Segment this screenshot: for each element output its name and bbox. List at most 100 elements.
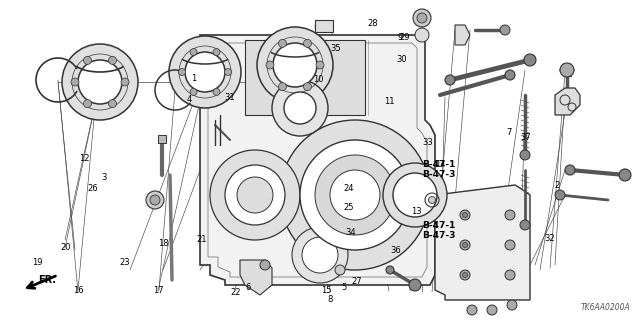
Circle shape	[213, 88, 220, 95]
Circle shape	[213, 49, 220, 56]
Circle shape	[257, 27, 333, 103]
Circle shape	[565, 165, 575, 175]
Circle shape	[62, 44, 138, 120]
Circle shape	[303, 83, 312, 91]
Circle shape	[507, 300, 517, 310]
Circle shape	[429, 196, 435, 204]
Text: 22: 22	[230, 288, 241, 297]
Circle shape	[78, 60, 122, 104]
Circle shape	[505, 70, 515, 80]
Text: 30: 30	[397, 55, 407, 64]
Circle shape	[505, 210, 515, 220]
Circle shape	[315, 155, 395, 235]
Text: 10: 10	[314, 75, 324, 84]
Text: 18: 18	[158, 239, 168, 248]
Circle shape	[409, 279, 421, 291]
Text: 33: 33	[422, 138, 433, 147]
Circle shape	[505, 240, 515, 250]
Circle shape	[284, 92, 316, 124]
Text: 16: 16	[73, 286, 83, 295]
Text: 27: 27	[352, 277, 362, 286]
Text: 12: 12	[79, 154, 90, 163]
Circle shape	[302, 237, 338, 273]
Polygon shape	[200, 35, 435, 285]
Polygon shape	[555, 88, 580, 115]
Text: 1: 1	[191, 74, 196, 83]
Circle shape	[109, 100, 116, 108]
Circle shape	[260, 260, 270, 270]
Text: 36: 36	[390, 246, 401, 255]
Text: 21: 21	[196, 235, 207, 244]
Circle shape	[83, 100, 92, 108]
Circle shape	[460, 270, 470, 280]
Text: 37: 37	[521, 133, 531, 142]
Circle shape	[150, 195, 160, 205]
Polygon shape	[435, 185, 530, 300]
Circle shape	[179, 68, 186, 76]
Circle shape	[278, 39, 287, 47]
Circle shape	[520, 150, 530, 160]
Text: 26: 26	[88, 184, 98, 193]
Bar	[158, 135, 166, 143]
Circle shape	[190, 88, 197, 95]
Text: 3: 3	[101, 173, 106, 182]
Circle shape	[278, 83, 287, 91]
Text: 4: 4	[186, 95, 191, 104]
Text: 34: 34	[346, 228, 356, 237]
Circle shape	[300, 140, 410, 250]
Circle shape	[415, 28, 429, 42]
Circle shape	[467, 305, 477, 315]
Circle shape	[505, 270, 515, 280]
Text: 9: 9	[397, 33, 403, 42]
Circle shape	[330, 170, 380, 220]
Circle shape	[524, 54, 536, 66]
Text: 17: 17	[154, 286, 164, 295]
Circle shape	[383, 163, 447, 227]
Circle shape	[146, 191, 164, 209]
Circle shape	[619, 169, 631, 181]
Text: 35: 35	[331, 44, 341, 53]
Circle shape	[185, 52, 225, 92]
Circle shape	[500, 25, 510, 35]
Circle shape	[292, 227, 348, 283]
Text: 15: 15	[321, 286, 332, 295]
Circle shape	[272, 80, 328, 136]
Text: B-47-1
B-47-3: B-47-1 B-47-3	[422, 221, 456, 240]
Circle shape	[560, 63, 574, 77]
Polygon shape	[455, 25, 470, 45]
Text: 2: 2	[554, 181, 559, 190]
Text: 8: 8	[327, 295, 332, 304]
Bar	[245, 40, 365, 115]
Text: 25: 25	[344, 203, 354, 212]
Circle shape	[460, 240, 470, 250]
Text: 6: 6	[246, 284, 251, 292]
Text: 13: 13	[411, 207, 421, 216]
Circle shape	[280, 120, 430, 270]
Circle shape	[393, 173, 437, 217]
Circle shape	[413, 9, 431, 27]
Circle shape	[463, 212, 467, 218]
Text: 14: 14	[435, 160, 445, 169]
Bar	[315, 20, 333, 32]
Text: 7: 7	[506, 128, 511, 137]
Circle shape	[445, 75, 455, 85]
Circle shape	[460, 210, 470, 220]
Circle shape	[386, 266, 394, 274]
Circle shape	[71, 78, 79, 86]
Circle shape	[266, 61, 274, 69]
Circle shape	[463, 273, 467, 277]
Text: 19: 19	[32, 258, 42, 267]
Circle shape	[109, 56, 116, 64]
Circle shape	[303, 39, 312, 47]
Text: 24: 24	[344, 184, 354, 193]
Circle shape	[225, 68, 232, 76]
Circle shape	[237, 177, 273, 213]
Text: FR.: FR.	[38, 275, 56, 285]
Circle shape	[121, 78, 129, 86]
Polygon shape	[240, 260, 272, 295]
Circle shape	[417, 13, 427, 23]
Text: 5: 5	[342, 284, 347, 292]
Text: 29: 29	[399, 33, 410, 42]
Text: 31: 31	[224, 93, 234, 102]
Circle shape	[225, 165, 285, 225]
